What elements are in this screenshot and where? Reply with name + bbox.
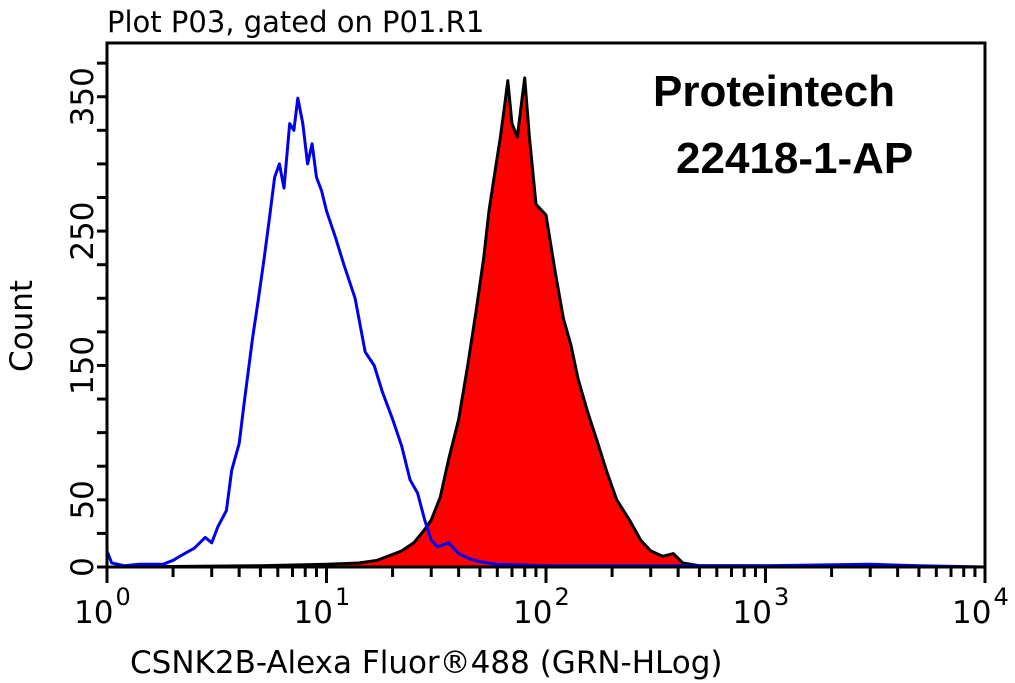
y-axis-ticks: 0 50 150 250 350	[65, 61, 107, 577]
x-tick-label: 101	[294, 583, 351, 631]
y-tick-label: 0	[65, 557, 101, 577]
x-axis-ticks: 100 101 102 103 104	[74, 567, 1009, 631]
x-tick-label: 100	[74, 583, 131, 631]
plot-title: Plot P03, gated on P01.R1	[107, 5, 484, 39]
y-tick-label: 250	[65, 202, 101, 261]
brand-name: Proteintech	[653, 67, 895, 116]
control-histogram-line	[105, 96, 986, 569]
histogram-curves	[105, 76, 986, 569]
y-tick-label: 350	[65, 67, 101, 126]
x-tick-label: 103	[733, 583, 790, 631]
x-tick-label: 104	[952, 583, 1009, 631]
filled-histogram	[107, 77, 985, 568]
x-tick-label: 102	[513, 583, 570, 631]
y-tick-label: 150	[65, 336, 101, 395]
catalog-number: 22418-1-AP	[676, 134, 913, 183]
x-axis-label: CSNK2B-Alexa Fluor®488 (GRN-HLog)	[130, 645, 723, 681]
filled-histogram-outline	[106, 76, 986, 569]
y-tick-label: 50	[65, 480, 101, 519]
y-axis-label: Count	[4, 280, 40, 372]
